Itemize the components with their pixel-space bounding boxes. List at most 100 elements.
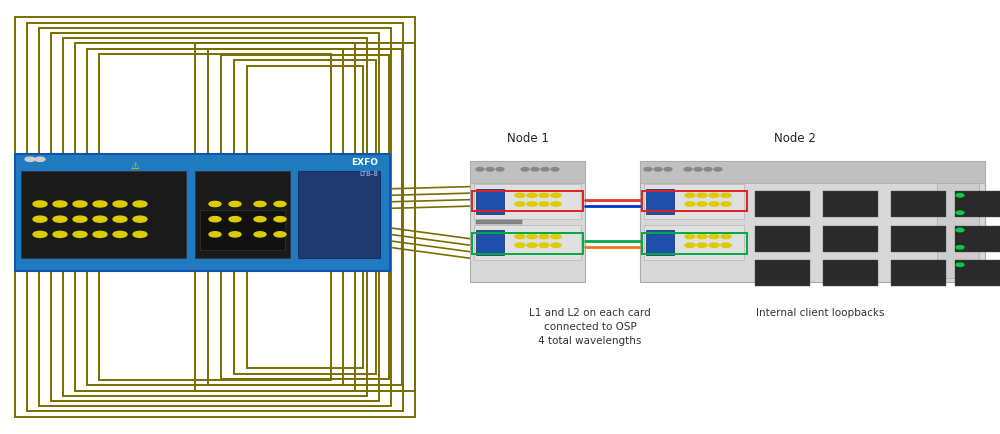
Circle shape (113, 216, 127, 222)
Circle shape (697, 202, 707, 206)
Circle shape (476, 168, 484, 171)
Circle shape (35, 157, 45, 161)
Circle shape (539, 193, 549, 197)
Circle shape (515, 234, 525, 239)
FancyBboxPatch shape (955, 226, 1000, 252)
Circle shape (956, 263, 964, 266)
Circle shape (53, 201, 67, 207)
Circle shape (704, 168, 712, 171)
Circle shape (254, 217, 266, 222)
Circle shape (254, 232, 266, 237)
FancyBboxPatch shape (823, 226, 878, 252)
FancyBboxPatch shape (823, 191, 878, 217)
Circle shape (694, 168, 702, 171)
Circle shape (521, 168, 529, 171)
Circle shape (551, 193, 561, 197)
FancyBboxPatch shape (646, 230, 674, 255)
FancyBboxPatch shape (470, 161, 585, 282)
Circle shape (709, 243, 719, 247)
Circle shape (113, 201, 127, 207)
FancyBboxPatch shape (755, 191, 810, 217)
Circle shape (956, 246, 964, 249)
Circle shape (209, 201, 221, 207)
FancyBboxPatch shape (474, 184, 581, 219)
Text: Internal client loopbacks: Internal client loopbacks (756, 308, 884, 318)
FancyBboxPatch shape (955, 191, 1000, 217)
Text: Node 1: Node 1 (507, 132, 548, 145)
Circle shape (721, 243, 731, 247)
Circle shape (956, 228, 964, 232)
Circle shape (133, 201, 147, 207)
Circle shape (956, 211, 964, 214)
Circle shape (551, 202, 561, 206)
Circle shape (515, 193, 525, 197)
Circle shape (721, 234, 731, 239)
FancyBboxPatch shape (476, 230, 504, 255)
Circle shape (274, 217, 286, 222)
Circle shape (93, 231, 107, 237)
FancyBboxPatch shape (891, 226, 946, 252)
Circle shape (714, 168, 722, 171)
Circle shape (73, 201, 87, 207)
Text: ⚠: ⚠ (131, 161, 139, 171)
Circle shape (697, 193, 707, 197)
FancyBboxPatch shape (476, 220, 522, 224)
Circle shape (73, 231, 87, 237)
Circle shape (93, 216, 107, 222)
Circle shape (541, 168, 549, 171)
Circle shape (515, 202, 525, 206)
Circle shape (527, 202, 537, 206)
FancyBboxPatch shape (755, 260, 810, 286)
FancyBboxPatch shape (646, 189, 674, 214)
FancyBboxPatch shape (640, 161, 985, 183)
Circle shape (684, 168, 692, 171)
Circle shape (644, 168, 652, 171)
Circle shape (685, 243, 695, 247)
Circle shape (515, 243, 525, 247)
Circle shape (539, 234, 549, 239)
Circle shape (113, 231, 127, 237)
Circle shape (539, 202, 549, 206)
Circle shape (133, 231, 147, 237)
Circle shape (486, 168, 494, 171)
Text: EXFO: EXFO (351, 158, 378, 168)
FancyBboxPatch shape (195, 171, 290, 258)
Circle shape (274, 232, 286, 237)
Circle shape (496, 168, 504, 171)
Circle shape (93, 201, 107, 207)
Circle shape (664, 168, 672, 171)
Circle shape (274, 201, 286, 207)
Circle shape (551, 234, 561, 239)
FancyBboxPatch shape (955, 260, 1000, 286)
Circle shape (685, 202, 695, 206)
FancyBboxPatch shape (937, 183, 979, 278)
Circle shape (53, 216, 67, 222)
FancyBboxPatch shape (640, 161, 985, 282)
Circle shape (685, 193, 695, 197)
Circle shape (685, 234, 695, 239)
Circle shape (709, 193, 719, 197)
FancyBboxPatch shape (21, 171, 186, 258)
Circle shape (229, 201, 241, 207)
Circle shape (527, 243, 537, 247)
FancyBboxPatch shape (476, 189, 504, 214)
Circle shape (25, 157, 35, 161)
Circle shape (709, 202, 719, 206)
Circle shape (721, 193, 731, 197)
FancyBboxPatch shape (474, 225, 581, 260)
FancyBboxPatch shape (823, 260, 878, 286)
FancyBboxPatch shape (891, 191, 946, 217)
Text: L1 and L2 on each card
connected to OSP
4 total wavelengths: L1 and L2 on each card connected to OSP … (529, 308, 651, 346)
FancyBboxPatch shape (755, 226, 810, 252)
Circle shape (209, 217, 221, 222)
Circle shape (254, 201, 266, 207)
FancyBboxPatch shape (15, 154, 390, 271)
Circle shape (531, 168, 539, 171)
FancyBboxPatch shape (298, 171, 380, 258)
Circle shape (697, 234, 707, 239)
Circle shape (33, 216, 47, 222)
Circle shape (527, 193, 537, 197)
Circle shape (551, 168, 559, 171)
Circle shape (527, 234, 537, 239)
FancyBboxPatch shape (644, 225, 744, 260)
